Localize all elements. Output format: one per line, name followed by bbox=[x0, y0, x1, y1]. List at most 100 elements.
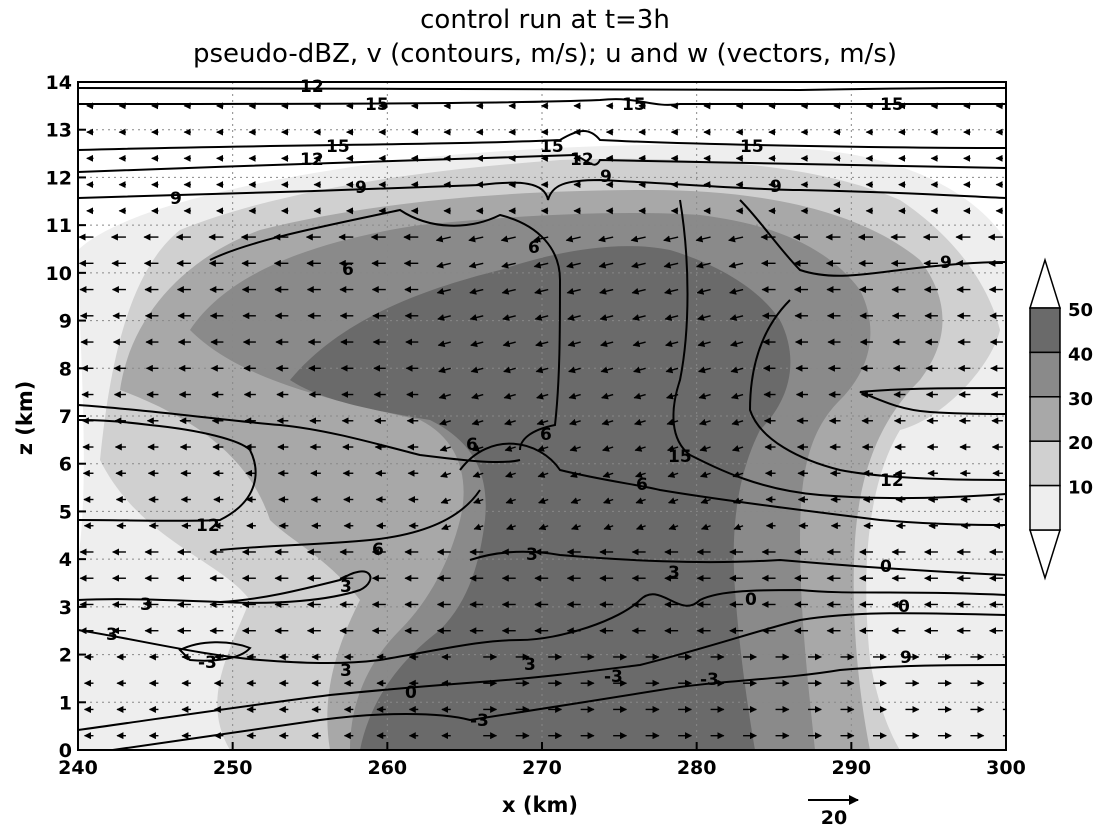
colorbar-segment bbox=[1029, 396, 1061, 442]
vector-arrow bbox=[501, 287, 516, 295]
contour-label: -3 bbox=[700, 670, 719, 690]
vector-arrow bbox=[468, 235, 484, 243]
vector-arrow bbox=[635, 523, 646, 531]
x-tick-label: 260 bbox=[367, 757, 407, 779]
vector-arrow bbox=[537, 471, 549, 478]
contour-12-right bbox=[739, 199, 1006, 277]
vector-arrow bbox=[633, 392, 646, 400]
vector-arrow bbox=[569, 418, 581, 426]
contour-label: 6 bbox=[540, 425, 552, 445]
vector-arrow bbox=[664, 314, 679, 321]
vector-arrow bbox=[602, 471, 614, 478]
contour-neg3 bbox=[106, 664, 1006, 750]
contour-12-top bbox=[78, 87, 1006, 92]
vector-arrow bbox=[731, 445, 744, 452]
vector-arrow bbox=[733, 523, 744, 531]
vector-arrow bbox=[506, 523, 516, 531]
contour-label: 9 bbox=[170, 189, 182, 209]
colorbar-segment bbox=[1029, 484, 1061, 531]
colorbar: 50 40 30 20 10 bbox=[1028, 257, 1093, 581]
x-tick-label: 280 bbox=[677, 757, 717, 779]
vector-arrow bbox=[565, 235, 581, 243]
contour-label: 15 bbox=[622, 95, 646, 115]
y-tick-label: 13 bbox=[46, 120, 72, 142]
y-tick-label: 11 bbox=[46, 215, 72, 237]
vector-arrow bbox=[633, 366, 646, 374]
contour-label: 9 bbox=[900, 648, 912, 668]
contour-label: 15 bbox=[326, 137, 350, 157]
vector-arrow bbox=[697, 314, 711, 321]
contour-label: 0 bbox=[745, 590, 757, 610]
contour-label: 3 bbox=[340, 661, 352, 681]
colorbar-top-extend bbox=[1028, 257, 1062, 309]
plot-area: 12 15 15 15 15 15 15 12 12 9 9 9 9 6 6 6… bbox=[77, 77, 1007, 751]
vector-arrow bbox=[603, 497, 614, 505]
contour-15-right bbox=[859, 387, 1006, 415]
colorbar-segment bbox=[1029, 351, 1061, 398]
vector-arrow bbox=[502, 340, 516, 348]
vector-arrow bbox=[729, 314, 744, 321]
contour-label: 6 bbox=[528, 238, 540, 258]
vector-arrow bbox=[664, 287, 679, 295]
vector-arrow bbox=[600, 340, 614, 348]
vector-arrow bbox=[603, 523, 614, 531]
vector-arrow bbox=[700, 497, 711, 505]
vector-arrow bbox=[696, 287, 711, 295]
vector-arrow bbox=[538, 523, 549, 531]
vector-arrow bbox=[698, 366, 711, 374]
vector-arrow bbox=[599, 287, 614, 295]
vector-arrow bbox=[533, 261, 549, 269]
vector-arrow bbox=[473, 523, 484, 531]
contour-3-left bbox=[78, 570, 372, 604]
x-tick-label: 270 bbox=[522, 757, 562, 779]
vector-arrow bbox=[437, 340, 451, 348]
contour-12-mid bbox=[748, 299, 1006, 481]
contour-0 bbox=[78, 612, 1006, 731]
contour-label: 9 bbox=[770, 177, 782, 197]
vector-arrow bbox=[470, 340, 484, 348]
vector-arrow bbox=[534, 314, 549, 321]
vector-arrow bbox=[437, 314, 451, 321]
vector-arrow bbox=[471, 418, 484, 426]
contour-label: 12 bbox=[300, 150, 324, 170]
contour-6-mid bbox=[459, 442, 1006, 526]
vector-arrow bbox=[569, 445, 581, 452]
contour-3-lower bbox=[78, 588, 1006, 665]
contour-9-upper bbox=[78, 178, 1006, 201]
colorbar-label: 40 bbox=[1068, 344, 1093, 365]
colorbar-label: 10 bbox=[1068, 478, 1093, 499]
vector-arrow bbox=[438, 366, 451, 374]
vector-arrow bbox=[665, 366, 679, 374]
colorbar-label: 50 bbox=[1068, 300, 1093, 321]
contour-label: 3 bbox=[340, 577, 352, 597]
contour-9-left bbox=[78, 419, 257, 522]
y-tick-label: 0 bbox=[59, 740, 72, 762]
vector-arrow bbox=[598, 261, 614, 269]
vector-arrow bbox=[533, 235, 549, 243]
contour-label: 9 bbox=[940, 253, 952, 273]
vector-arrow bbox=[631, 287, 646, 295]
vector-arrow bbox=[538, 497, 549, 505]
vector-arrow bbox=[504, 445, 516, 452]
contour-label: 15 bbox=[365, 95, 389, 115]
contour-15-upper bbox=[78, 130, 1006, 151]
contour-label: 3 bbox=[106, 625, 118, 645]
contour-label: 15 bbox=[880, 95, 904, 115]
y-tick-label: 3 bbox=[59, 597, 72, 619]
vector-arrow bbox=[695, 235, 711, 243]
vector-arrow bbox=[665, 340, 679, 348]
vector-arrow bbox=[502, 314, 516, 321]
vector-arrow bbox=[632, 340, 646, 348]
vector-arrow bbox=[566, 287, 581, 295]
vector-arrow bbox=[440, 497, 451, 505]
vector-arrow bbox=[697, 340, 711, 348]
vector-arrow bbox=[634, 445, 646, 452]
contour-label: 9 bbox=[355, 178, 367, 198]
contour-label: 12 bbox=[570, 150, 594, 170]
contour-label: 9 bbox=[600, 167, 612, 187]
vector-arrow bbox=[501, 261, 516, 269]
vector-arrow bbox=[699, 418, 711, 426]
vector-arrow bbox=[663, 261, 679, 269]
vector-arrow bbox=[700, 523, 711, 531]
colorbar-segment bbox=[1029, 440, 1061, 487]
